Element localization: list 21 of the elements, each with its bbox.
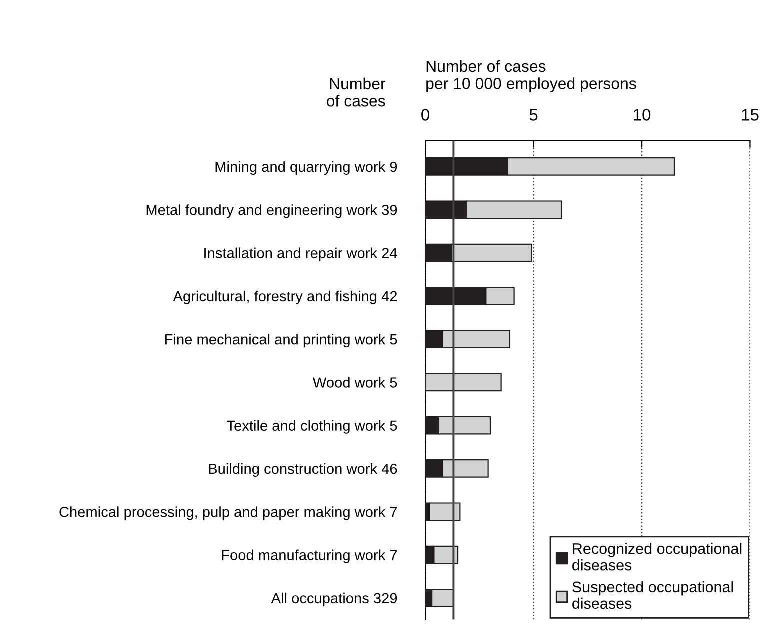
x-tick-label: 15 xyxy=(742,109,759,121)
y-tick-label: Fine mechanical and printing work 5 xyxy=(166,334,398,348)
bar xyxy=(426,373,502,392)
y-tick-label: Textile and clothing work 5 xyxy=(227,420,398,434)
y-tick-label: Wood work 5 xyxy=(312,377,398,388)
legend-label: Suspected occupational diseases xyxy=(572,581,734,610)
x-tick-label: 10 xyxy=(634,109,651,121)
y-tick-label: All occupations 329 xyxy=(271,592,398,606)
y-tick-label: Food manufacturing work 7 xyxy=(222,550,398,564)
y-tick-label: Installation and repair work 24 xyxy=(204,248,398,262)
y-tick-label: Metal foundry and engineering work 39 xyxy=(146,204,398,218)
x-axis-title: Number of cases per 10 000 employed persons xyxy=(426,60,636,93)
y-tick-label: Agricultural, forestry and fishing 42 xyxy=(173,290,398,304)
text: Number of cases xyxy=(327,78,386,107)
bar xyxy=(429,502,461,522)
y-tick-label: Mining and quarrying work 9 xyxy=(216,161,398,176)
x-tick-label: 0 xyxy=(422,109,430,121)
legend-label: Recognized occupational diseases xyxy=(572,543,742,571)
x-tick-label: 5 xyxy=(530,109,538,121)
y-tick-label: Chemical processing, pulp and paper making work 7 xyxy=(60,506,398,520)
y-tick-label: Building construction work 46 xyxy=(209,463,398,478)
